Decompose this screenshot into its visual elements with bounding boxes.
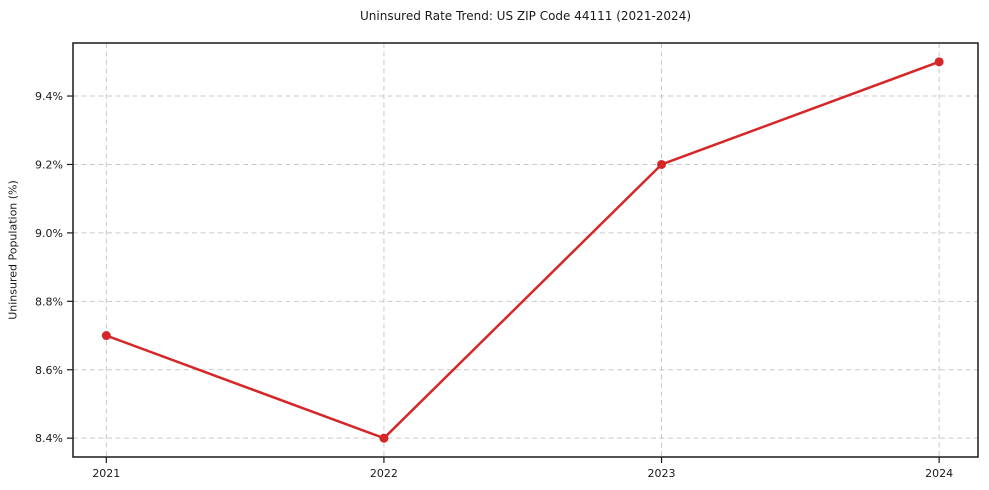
trend-line	[105, 60, 941, 440]
y-tick-label: 8.6%	[35, 364, 63, 377]
data-point-marker	[379, 433, 389, 443]
y-tick-label: 8.8%	[35, 295, 63, 308]
x-tick-label: 2022	[370, 467, 398, 480]
chart-title: Uninsured Rate Trend: US ZIP Code 44111 …	[359, 9, 692, 23]
x-tick-label: 2023	[648, 467, 676, 480]
data-point-marker	[657, 159, 667, 169]
x-tick-label: 2021	[92, 467, 120, 480]
data-point-marker	[934, 57, 944, 67]
x-tick-label: 2024	[925, 467, 953, 480]
plot-background	[73, 43, 978, 457]
plot-border	[72, 42, 979, 458]
y-tick-label: 8.4%	[35, 432, 63, 445]
y-tick-label: 9.4%	[35, 90, 63, 103]
data-point-marker	[101, 331, 111, 341]
y-tick-label: 9.0%	[35, 227, 63, 240]
y-tick-label: 9.2%	[35, 158, 63, 171]
